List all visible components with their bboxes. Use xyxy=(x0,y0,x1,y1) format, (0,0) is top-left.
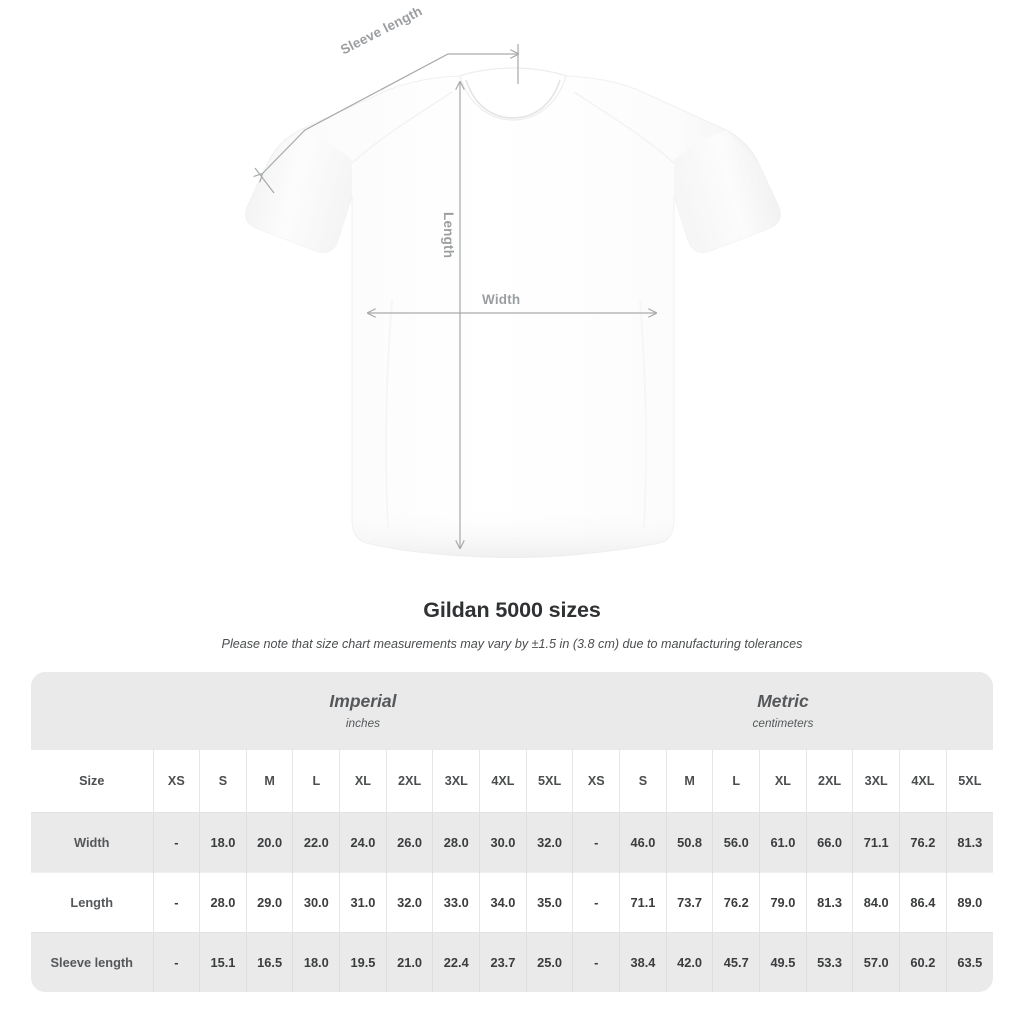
size-column-header: 3XL xyxy=(432,750,480,813)
size-column-header: L xyxy=(712,750,760,813)
measurement-cell: 71.1 xyxy=(619,872,667,933)
unit-group-name: Imperial xyxy=(329,690,397,711)
width-label: Width xyxy=(482,292,521,307)
measurement-cell: 29.0 xyxy=(245,872,293,933)
measurement-cell: - xyxy=(572,872,620,933)
size-column-header: 2XL xyxy=(805,750,853,813)
size-column-header: L xyxy=(292,750,340,813)
size-column-header: S xyxy=(199,750,247,813)
measurement-cell: - xyxy=(152,812,200,873)
unit-group-row: Imperial inches Metric centimeters xyxy=(31,672,993,750)
sleeve-length-arrow xyxy=(255,44,518,194)
size-header-cell: Size xyxy=(31,750,153,813)
measurement-cell: 89.0 xyxy=(945,872,993,933)
measurement-cell: 34.0 xyxy=(479,872,527,933)
unit-group-header-metric: Metric centimeters xyxy=(572,672,993,750)
measurement-cell: 38.4 xyxy=(619,932,667,992)
measurement-cell: 18.0 xyxy=(199,812,247,873)
measurement-cell: 45.7 xyxy=(712,932,760,992)
measurement-cell: 28.0 xyxy=(432,812,480,873)
size-column-header: 2XL xyxy=(385,750,433,813)
unit-group-subtitle: centimeters xyxy=(752,716,814,731)
measurement-cell: 15.1 xyxy=(199,932,247,992)
size-column-header: S xyxy=(619,750,667,813)
measurement-cell: - xyxy=(572,932,620,992)
measurement-cell: 56.0 xyxy=(712,812,760,873)
measurement-cell: 42.0 xyxy=(665,932,713,992)
measurement-cell: 60.2 xyxy=(899,932,947,992)
size-column-header: XS xyxy=(572,750,620,813)
measurement-cell: 84.0 xyxy=(852,872,900,933)
measurement-cell: 46.0 xyxy=(619,812,667,873)
tolerance-note: Please note that size chart measurements… xyxy=(221,637,803,651)
size-column-header: XL xyxy=(339,750,387,813)
table-row: Sleeve length -15.1 16.5 18.0 19.5 21.0 22.4 23… xyxy=(31,932,993,992)
measurement-cell: 24.0 xyxy=(339,812,387,873)
table-row: Width -18.0 20.0 22.0 24.0 26.0 28.0 30.0 32.0-4… xyxy=(31,812,993,873)
measurement-cell: 32.0 xyxy=(525,812,573,873)
measurement-cell: 26.0 xyxy=(385,812,433,873)
tshirt-illustration xyxy=(245,44,781,558)
measurement-cell: 50.8 xyxy=(665,812,713,873)
measurement-cell: 25.0 xyxy=(525,932,573,992)
measurement-cell: 57.0 xyxy=(852,932,900,992)
unit-group-name: Metric xyxy=(757,690,809,711)
measurement-cell: 76.2 xyxy=(712,872,760,933)
size-column-header: M xyxy=(665,750,713,813)
size-chart-container: Imperial inches Metric centimeters Size XS S M L… xyxy=(31,672,993,992)
measurement-cell: 73.7 xyxy=(665,872,713,933)
size-header-row: Size XS S M L XL 2XL 3XL 4XL 5XL XS S M L XL 2XL 3XL 4XL 5… xyxy=(31,750,993,813)
measurement-cell: 18.0 xyxy=(292,932,340,992)
unit-group-subtitle: inches xyxy=(345,716,381,731)
measurement-cell: - xyxy=(572,812,620,873)
measurement-cell: 61.0 xyxy=(759,812,807,873)
measurement-cell: 49.5 xyxy=(759,932,807,992)
measurement-cell: 32.0 xyxy=(385,872,433,933)
size-column-header: 4XL xyxy=(899,750,947,813)
row-header-cell: Width xyxy=(31,812,153,873)
measurement-cell: 63.5 xyxy=(945,932,993,992)
measurement-cell: - xyxy=(152,932,200,992)
measurement-cell: 22.0 xyxy=(292,812,340,873)
measurement-cell: 79.0 xyxy=(759,872,807,933)
size-column-header: XL xyxy=(759,750,807,813)
table-corner-cell xyxy=(31,672,153,750)
measurement-cell: 22.4 xyxy=(432,932,480,992)
size-column-header: M xyxy=(245,750,293,813)
measurement-cell: 16.5 xyxy=(245,932,293,992)
measurement-cell: 76.2 xyxy=(899,812,947,873)
size-column-header: 4XL xyxy=(479,750,527,813)
heading-block: Gildan 5000 sizes Please note that size … xyxy=(0,598,1024,651)
size-column-header: 5XL xyxy=(945,750,993,813)
size-chart-table: Imperial inches Metric centimeters Size XS S M L… xyxy=(31,672,993,992)
size-column-header: 5XL xyxy=(525,750,573,813)
measurement-cell: - xyxy=(152,872,200,933)
measurement-cell: 30.0 xyxy=(292,872,340,933)
measurement-cell: 19.5 xyxy=(339,932,387,992)
measurement-cell: 66.0 xyxy=(805,812,853,873)
table-row: Length -28.0 29.0 30.0 31.0 32.0 33.0 34.0 35.0-… xyxy=(31,872,993,933)
measurement-cell: 35.0 xyxy=(525,872,573,933)
measurement-cell: 53.3 xyxy=(805,932,853,992)
size-column-header: 3XL xyxy=(852,750,900,813)
measurement-cell: 31.0 xyxy=(339,872,387,933)
measurement-cell: 30.0 xyxy=(479,812,527,873)
measurement-cell: 33.0 xyxy=(432,872,480,933)
measurement-cell: 81.3 xyxy=(805,872,853,933)
measurement-cell: 81.3 xyxy=(945,812,993,873)
size-column-header: XS xyxy=(152,750,200,813)
measurement-cell: 21.0 xyxy=(385,932,433,992)
row-header-cell: Sleeve length xyxy=(31,932,153,992)
measurement-cell: 71.1 xyxy=(852,812,900,873)
tshirt-diagram: Sleeve length Length Width xyxy=(245,3,781,558)
page-title: Gildan 5000 sizes xyxy=(423,598,601,622)
measurement-cell: 28.0 xyxy=(199,872,247,933)
measurement-cell: 20.0 xyxy=(245,812,293,873)
unit-group-header-imperial: Imperial inches xyxy=(153,672,573,750)
row-header-cell: Length xyxy=(31,872,153,933)
length-label: Length xyxy=(441,212,456,259)
measurement-cell: 23.7 xyxy=(479,932,527,992)
measurement-cell: 86.4 xyxy=(899,872,947,933)
